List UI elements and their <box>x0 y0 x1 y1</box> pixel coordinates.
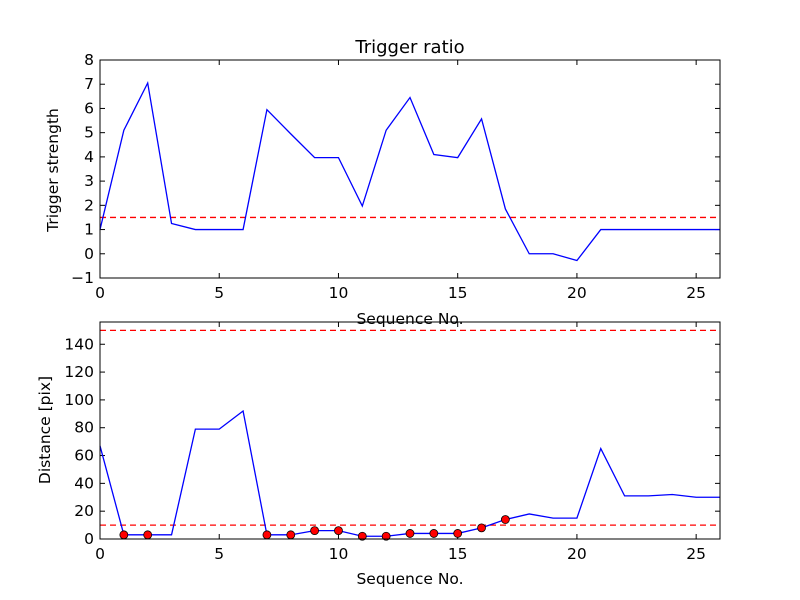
chart-marks: 0 5 10 15 20 25 0 20 40 60 80 100 120 140 <box>64 322 720 563</box>
trigger-ratio-chart: Trigger ratio Sequence No. Trigger stren… <box>44 37 721 328</box>
x-tick-label: 5 <box>214 284 224 302</box>
x-tick-label: 20 <box>567 545 587 563</box>
plot-frame <box>99 321 721 540</box>
data-point-marker <box>119 530 129 540</box>
data-point-marker <box>286 530 296 540</box>
y-tick-label: 120 <box>64 363 94 381</box>
data-point-marker <box>477 523 486 533</box>
plot-frame <box>99 59 721 279</box>
chart-title: Trigger ratio <box>354 37 464 58</box>
x-tick-label: 15 <box>448 284 468 302</box>
x-tick-label: 10 <box>329 545 349 563</box>
x-axis-label: Sequence No. <box>356 570 463 588</box>
x-tick-label: 0 <box>95 284 105 302</box>
x-tick-label: 25 <box>686 545 706 563</box>
data-point-marker <box>143 530 153 540</box>
y-tick-label: 7 <box>84 75 94 93</box>
y-tick-label: 4 <box>84 148 94 166</box>
y-tick-label: 100 <box>64 391 94 409</box>
y-tick-label: 80 <box>74 419 94 437</box>
y-tick-label: 140 <box>64 335 94 353</box>
data-point-marker <box>381 531 391 541</box>
series-line <box>99 80 720 262</box>
x-tick-label: 25 <box>686 284 706 302</box>
data-point-marker <box>429 529 439 538</box>
y-tick-label: 1 <box>84 221 94 239</box>
data-point-marker <box>500 515 510 524</box>
y-tick-label: 5 <box>84 124 94 142</box>
distance-chart: Sequence No. Distance [pix] 0 5 10 15 20 25 0 2… <box>36 321 721 588</box>
y-tick-label: 60 <box>74 447 94 465</box>
x-tick-label: 5 <box>214 545 224 563</box>
y-tick-label: 3 <box>84 172 94 190</box>
x-tick-label: 20 <box>567 284 587 302</box>
y-tick-label: 6 <box>84 99 94 117</box>
y-tick-label: 0 <box>84 530 94 548</box>
x-axis-label: Sequence No. <box>356 310 463 328</box>
x-tick-label: 0 <box>95 545 105 563</box>
data-point-marker <box>310 526 320 536</box>
y-tick-label: 2 <box>84 196 94 214</box>
x-tick-label: 10 <box>329 284 349 302</box>
x-tick-label: 15 <box>448 545 468 563</box>
y-tick-label: 40 <box>74 474 94 492</box>
y-tick-label: 20 <box>74 502 94 520</box>
y-tick-label: 8 <box>84 51 94 69</box>
y-axis-label: Distance [pix] <box>36 376 54 484</box>
data-point-marker <box>405 529 415 538</box>
data-point-marker <box>262 530 272 540</box>
data-point-marker <box>334 526 343 536</box>
y-axis-label: Trigger strength <box>44 108 62 233</box>
data-point-marker <box>357 531 367 541</box>
data-point-marker <box>453 529 463 538</box>
y-tick-label: −1 <box>71 269 94 287</box>
y-tick-label: 0 <box>84 245 94 263</box>
